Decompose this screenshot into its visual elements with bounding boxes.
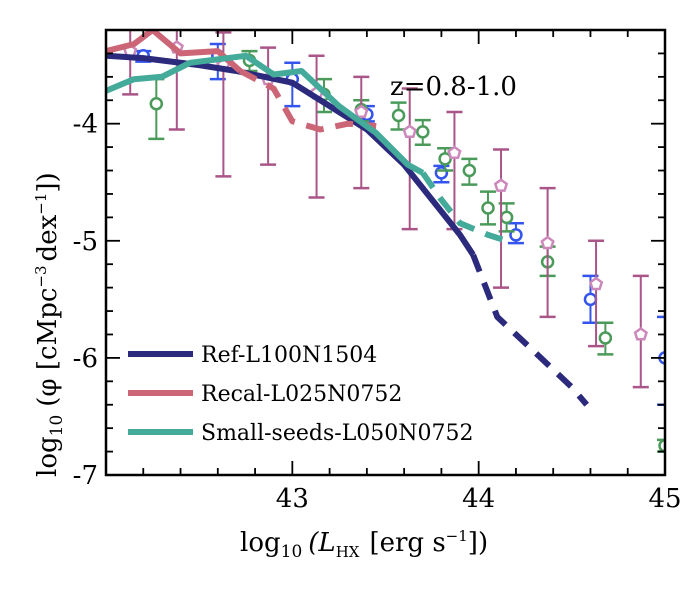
point-obs-green-4 <box>391 108 406 123</box>
x-tick-label-1: 44 <box>462 484 495 514</box>
point-obs-green-0 <box>149 97 164 111</box>
legend-label-small-seeds-l050n0752: Small-seeds-L050N0752 <box>201 421 474 446</box>
series-dashed-small-seeds-l050n0752 <box>420 171 508 244</box>
y-tick-label-1: -6 <box>73 344 98 374</box>
y-tick-label-3: -4 <box>73 110 98 140</box>
series-line-ref-l100n1504 <box>106 52 476 257</box>
point-obs-violet-7 <box>447 145 462 160</box>
y-tick-label-2: -5 <box>73 227 98 257</box>
x-tick-label-2: 45 <box>648 484 681 514</box>
point-obs-violet-6 <box>402 124 417 138</box>
point-obs-green-5 <box>416 125 430 139</box>
legend-label-ref-l100n1504: Ref-L100N1504 <box>201 343 377 368</box>
legend-label-recal-l025n0752: Recal-L025N0752 <box>201 382 402 407</box>
point-obs-green-12 <box>658 438 665 453</box>
point-obs-blue-6 <box>583 292 598 307</box>
series-dashed-ref-l100n1504 <box>470 253 589 407</box>
model-curves-layer <box>106 30 589 407</box>
plot-frame <box>104 28 667 477</box>
series-line-small-seeds-l050n0752 <box>106 52 425 176</box>
redshift-annotation: z=0.8-1.0 <box>390 72 517 102</box>
point-obs-violet-5 <box>354 104 369 119</box>
point-obs-violet-11 <box>633 326 648 341</box>
point-obs-violet-9 <box>540 235 555 250</box>
point-obs-green-11 <box>598 331 613 345</box>
axes-layer: 43 44 45 -7 -6 -5 -4 <box>73 28 682 514</box>
series-dashed-recal-l025n0752 <box>238 68 377 133</box>
point-obs-green-9 <box>499 210 514 225</box>
legend: Ref-L100N1504 Recal-L025N0752 Small-seeds-… <box>128 343 474 446</box>
point-obs-violet-10 <box>588 276 604 291</box>
point-obs-violet-8 <box>493 178 509 192</box>
y-tick-label-0: -7 <box>73 461 98 491</box>
x-tick-label-0: 43 <box>276 484 309 514</box>
y-axis-label: log10(φ [cMpc−3dex−1]) <box>32 172 67 477</box>
point-obs-green-7 <box>462 163 477 178</box>
x-axis-label: log10 (LHX [erg s−1]) <box>240 527 488 562</box>
point-obs-green-8 <box>481 201 495 215</box>
series-line-recal-l025n0752 <box>106 30 243 74</box>
